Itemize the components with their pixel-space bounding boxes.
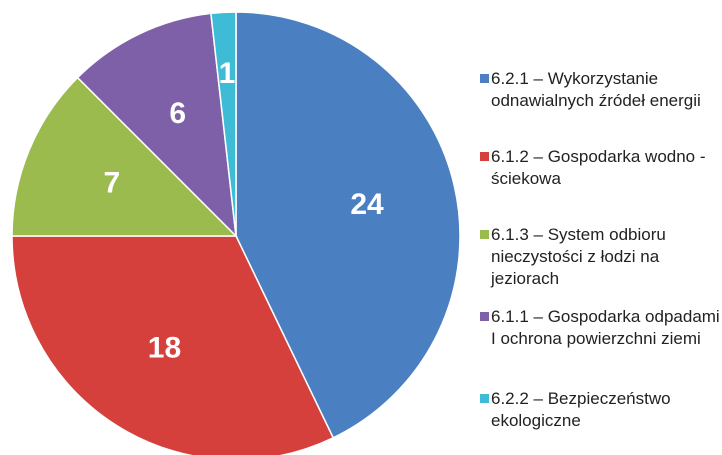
legend-item: 6.1.2 – Gospodarka wodno - ściekowa [480, 146, 720, 190]
legend-swatch [480, 230, 489, 239]
legend-swatch [480, 312, 489, 321]
pie-slice [11, 76, 238, 237]
value-label: 18 [148, 332, 181, 365]
legend-item: 6.2.2 – Bezpieczeństwo ekologiczne [480, 388, 720, 432]
legend-item: 6.2.1 – Wykorzystanie odnawialnych źróde… [480, 68, 720, 112]
pie-slice [235, 11, 461, 439]
value-label: 7 [103, 166, 120, 199]
legend-label: 6.1.2 – Gospodarka wodno - ściekowa [491, 147, 706, 188]
legend-swatch [480, 152, 489, 161]
value-label: 24 [350, 188, 384, 221]
legend-label: 6.2.2 – Bezpieczeństwo ekologiczne [491, 389, 671, 430]
pie-slice [76, 12, 237, 239]
chart: 24 18 7 61 [11, 11, 461, 455]
legend-item: 6.1.1 – Gospodarka odpadami I ochrona po… [480, 306, 720, 350]
value-label: 6 [169, 97, 186, 130]
legend-label: 6.1.3 – System odbioru nieczystości z ło… [491, 225, 666, 288]
legend-swatch [480, 74, 489, 83]
pie-slice [11, 235, 335, 455]
legend-label: 6.2.1 – Wykorzystanie odnawialnych źróde… [491, 69, 701, 110]
value-label: 1 [219, 57, 236, 90]
legend-swatch [480, 394, 489, 403]
legend-label: 6.1.1 – Gospodarka odpadami I ochrona po… [491, 307, 720, 348]
pie-slice [210, 11, 237, 237]
legend-item: 6.1.3 – System odbioru nieczystości z ło… [480, 224, 720, 290]
